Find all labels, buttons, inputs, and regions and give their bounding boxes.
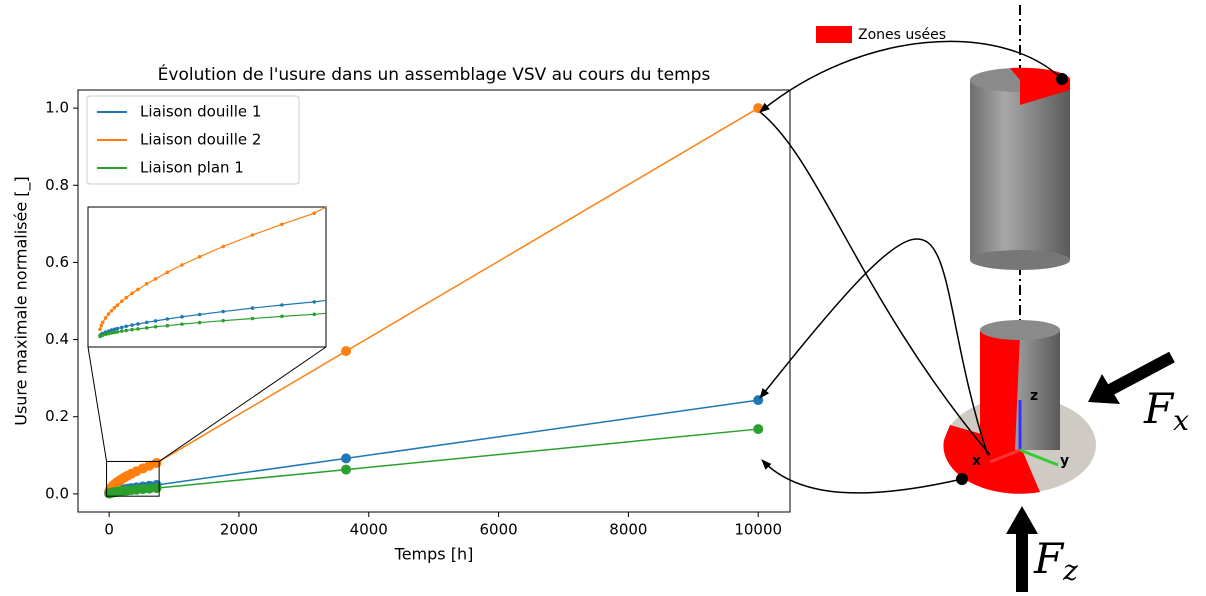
- link-arrow: [762, 460, 962, 493]
- y-tick-label: 0.4: [45, 330, 69, 348]
- data-point: [154, 277, 158, 281]
- data-point: [341, 465, 351, 475]
- data-point: [110, 309, 114, 313]
- data-point: [116, 327, 120, 331]
- data-point: [198, 313, 202, 317]
- axis-label: x: [972, 453, 981, 469]
- data-point: [280, 303, 284, 307]
- data-point: [180, 315, 184, 319]
- data-point: [130, 323, 134, 327]
- page: Évolution de l'usure dans un assemblage …: [0, 0, 1206, 592]
- x-tick-label: 2000: [220, 521, 258, 539]
- data-point: [166, 324, 170, 328]
- data-point: [145, 321, 149, 325]
- data-point: [136, 322, 140, 326]
- worn-zone: [980, 330, 1020, 450]
- data-point: [136, 327, 140, 331]
- data-point: [312, 300, 316, 304]
- chart-title: Évolution de l'usure dans un assemblage …: [158, 63, 711, 85]
- data-point: [116, 303, 120, 307]
- data-point: [130, 328, 134, 332]
- data-point: [116, 330, 120, 334]
- data-point: [154, 319, 158, 323]
- data-point: [152, 458, 162, 468]
- x-tick-label: 4000: [350, 521, 388, 539]
- data-point: [120, 299, 124, 303]
- data-point: [124, 296, 128, 300]
- data-point: [98, 327, 102, 331]
- data-point: [753, 424, 763, 434]
- data-point: [124, 329, 128, 333]
- data-point: [341, 453, 351, 463]
- data-point: [221, 319, 225, 323]
- legend: Liaison douille 1 Liaison douille 2 Liaiso…: [87, 96, 299, 184]
- zoom-connector: [88, 347, 107, 461]
- legend-label: Liaison douille 1: [140, 103, 261, 121]
- axis-label: y: [1060, 453, 1069, 469]
- data-point: [104, 316, 108, 320]
- data-point: [280, 315, 284, 319]
- y-tick-label: 0.6: [45, 253, 69, 271]
- series-line: [109, 400, 758, 493]
- y-tick-label: 0.8: [45, 176, 69, 194]
- data-point: [120, 329, 124, 333]
- diagram: Zones usées z y x Fx Fz: [760, 5, 1189, 592]
- data-point: [136, 288, 140, 292]
- data-point: [154, 325, 158, 329]
- data-point: [145, 326, 149, 330]
- data-point: [99, 324, 103, 328]
- upper-cylinder: [970, 80, 1070, 260]
- x-tick-label: 8000: [609, 521, 647, 539]
- legend-label: Liaison plan 1: [140, 159, 244, 177]
- zoom-connector: [159, 347, 326, 461]
- data-point: [180, 322, 184, 326]
- force-arrow-head: [1006, 506, 1038, 534]
- data-point: [221, 310, 225, 314]
- x-tick-label: 0: [104, 521, 114, 539]
- data-point: [753, 103, 763, 113]
- data-point: [251, 317, 255, 321]
- data-point: [1170, 238, 1174, 242]
- axis-label: z: [1030, 388, 1038, 404]
- y-axis-label: Usure maximale normalisée [_]: [12, 176, 32, 426]
- x-tick-label: 10000: [734, 521, 782, 539]
- data-point: [120, 326, 124, 330]
- y-tick-label: 0.0: [45, 484, 69, 502]
- diagram-legend-label: Zones usées: [858, 27, 946, 43]
- legend-label: Liaison douille 2: [140, 131, 261, 149]
- data-point: [107, 312, 111, 316]
- data-point: [166, 317, 170, 321]
- x-axis-label: Temps [h]: [394, 545, 474, 564]
- x-tick-label: 6000: [479, 521, 517, 539]
- data-point: [251, 233, 255, 237]
- data-point: [221, 245, 225, 249]
- link-arrow: [760, 112, 990, 455]
- series-line: [109, 429, 758, 493]
- data-point: [341, 346, 351, 356]
- force-label: Fz: [1033, 534, 1078, 587]
- data-point: [130, 292, 134, 296]
- data-point: [124, 325, 128, 329]
- data-point: [1170, 193, 1174, 197]
- data-point: [198, 321, 202, 325]
- data-point: [166, 271, 170, 275]
- y-tick-label: 0.2: [45, 407, 69, 425]
- inset-frame: [88, 207, 326, 347]
- data-point: [180, 263, 184, 267]
- lower-cylinder-top: [980, 320, 1060, 340]
- data-point: [152, 483, 162, 493]
- data-point: [145, 282, 149, 286]
- data-point: [101, 321, 105, 325]
- data-point: [312, 313, 316, 317]
- force-label: Fx: [1143, 384, 1189, 437]
- y-tick-label: 1.0: [45, 99, 69, 117]
- legend-swatch: [816, 26, 852, 43]
- data-point: [113, 306, 117, 310]
- data-point: [198, 255, 202, 259]
- data-point: [280, 222, 284, 226]
- data-point: [251, 306, 255, 310]
- upper-cylinder-base: [970, 250, 1070, 270]
- data-point: [312, 211, 316, 215]
